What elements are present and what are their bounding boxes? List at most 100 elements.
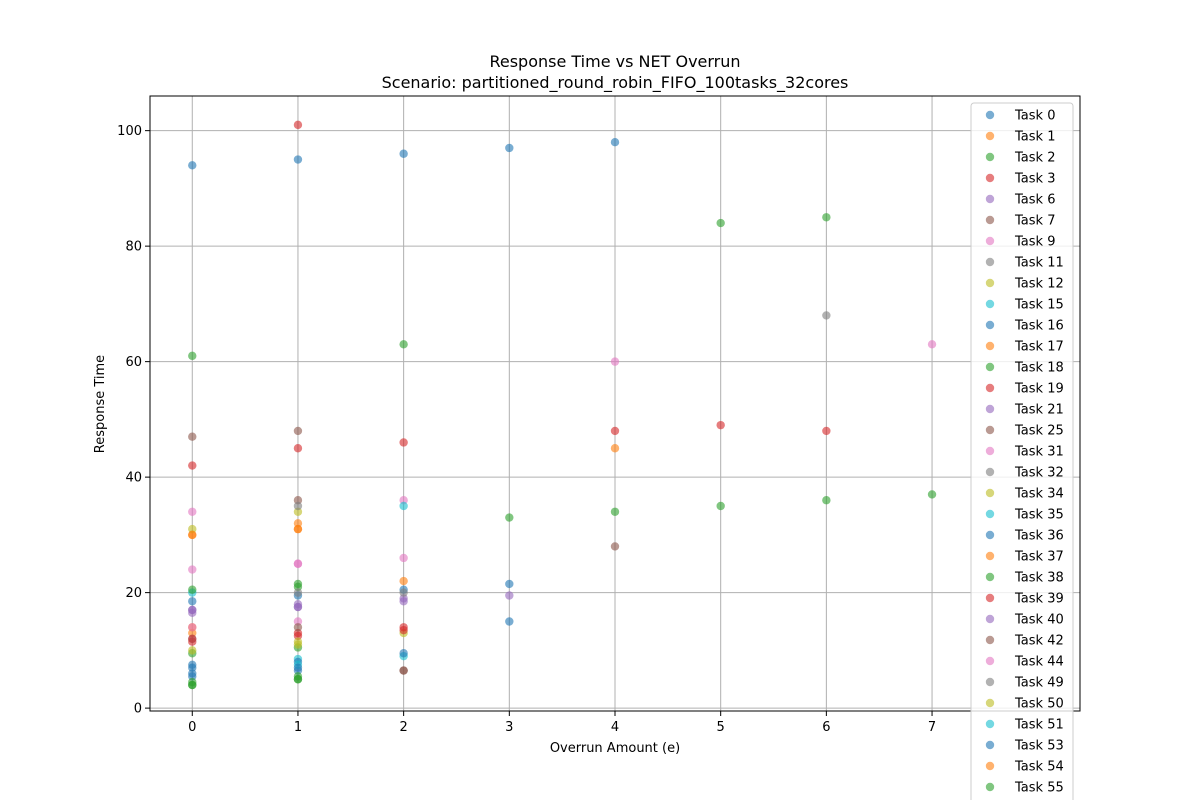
legend-marker — [985, 194, 995, 204]
data-point — [610, 357, 620, 366]
data-point — [399, 597, 408, 606]
data-point — [188, 565, 197, 574]
legend-marker — [985, 299, 995, 309]
data-point — [293, 628, 303, 638]
data-point — [293, 579, 303, 589]
data-point — [293, 120, 303, 130]
data-point — [610, 507, 620, 516]
data-point — [399, 553, 408, 563]
legend-label: Task 51 — [1014, 718, 1064, 733]
y-tick-label: 0 — [134, 702, 142, 717]
legend-marker — [985, 383, 995, 393]
legend-label: Task 32 — [1014, 466, 1064, 481]
data-point — [399, 501, 408, 511]
data-point — [399, 588, 408, 597]
data-point — [610, 426, 620, 436]
legend-marker — [985, 551, 995, 561]
legend-marker — [985, 614, 995, 624]
axis-ticks: 0 1 2 3 4 5 6 7 0 20 40 60 80 100 — [117, 124, 936, 735]
data-point — [188, 161, 197, 170]
legend-label: Task 39 — [1014, 592, 1064, 607]
data-point — [505, 617, 514, 626]
data-point — [293, 496, 303, 505]
data-point — [399, 496, 408, 505]
data-point — [822, 213, 831, 222]
legend-marker — [985, 110, 995, 120]
data-point — [293, 637, 303, 646]
data-point — [188, 530, 197, 540]
legend-marker — [985, 761, 995, 771]
legend-marker — [985, 152, 995, 162]
data-point — [188, 628, 197, 638]
x-tick-label: 0 — [188, 720, 196, 735]
legend-marker — [985, 677, 995, 687]
legend-marker — [985, 236, 995, 246]
data-point — [293, 617, 303, 626]
y-tick-label: 60 — [125, 355, 142, 370]
data-point — [399, 666, 408, 675]
legend-label: Task 18 — [1014, 361, 1064, 376]
data-point — [293, 524, 303, 534]
legend-label: Task 55 — [1014, 781, 1064, 796]
data-point — [293, 588, 303, 597]
legend-label: Task 25 — [1014, 424, 1064, 439]
data-point — [188, 669, 197, 678]
data-point — [188, 605, 197, 615]
legend-marker — [985, 320, 995, 330]
legend-marker — [985, 593, 995, 603]
legend-marker — [985, 173, 995, 183]
legend-box — [970, 102, 1074, 800]
y-tick-label: 40 — [125, 471, 142, 486]
legend-marker — [985, 530, 995, 540]
data-point — [505, 513, 514, 522]
data-point — [610, 137, 620, 147]
data-point — [188, 507, 197, 516]
data-point — [293, 501, 303, 511]
data-point — [399, 576, 408, 586]
data-point — [293, 675, 303, 684]
legend-label: Task 11 — [1014, 256, 1064, 271]
legend-marker — [985, 215, 995, 225]
legend-marker — [985, 257, 995, 267]
data-point — [293, 155, 303, 164]
data-point — [188, 351, 197, 361]
legend-label: Task 1 — [1014, 130, 1055, 145]
legend-marker — [985, 656, 995, 666]
legend-label: Task 38 — [1014, 571, 1064, 586]
y-tick-label: 80 — [125, 240, 142, 255]
chart-subtitle: Scenario: partitioned_round_robin_FIFO_1… — [382, 73, 849, 93]
legend-label: Task 54 — [1014, 760, 1064, 775]
data-point — [399, 438, 408, 447]
data-point — [505, 591, 514, 600]
data-point — [716, 501, 725, 511]
legend-marker — [985, 446, 995, 456]
x-tick-label: 3 — [505, 720, 513, 735]
legend-marker — [985, 404, 995, 414]
legend-marker — [985, 782, 995, 792]
legend-label: Task 40 — [1014, 613, 1064, 628]
y-tick-label: 100 — [117, 124, 142, 139]
x-tick-label: 1 — [294, 720, 302, 735]
legend-label: Task 50 — [1014, 697, 1064, 712]
x-tick-label: 4 — [611, 720, 619, 735]
data-point — [188, 524, 197, 534]
data-point — [188, 634, 197, 644]
data-point — [505, 579, 514, 589]
legend-marker — [985, 488, 995, 498]
legend-marker — [985, 635, 995, 645]
legend-marker — [985, 362, 995, 372]
legend-label: Task 15 — [1014, 298, 1064, 313]
legend-label: Task 2 — [1014, 151, 1055, 166]
data-point — [822, 311, 831, 320]
legend-marker — [985, 698, 995, 708]
x-tick-label: 6 — [822, 720, 830, 735]
data-point — [505, 143, 514, 153]
data-point — [293, 559, 303, 568]
data-point — [293, 444, 303, 453]
legend-marker — [985, 341, 995, 351]
legend: Task 0 Task 1 Task 2 Task 3 Task 6 Task 7 Task… — [970, 102, 1074, 800]
legend-label: Task 37 — [1014, 550, 1064, 565]
legend-marker — [985, 278, 995, 288]
legend-label: Task 49 — [1014, 676, 1064, 691]
